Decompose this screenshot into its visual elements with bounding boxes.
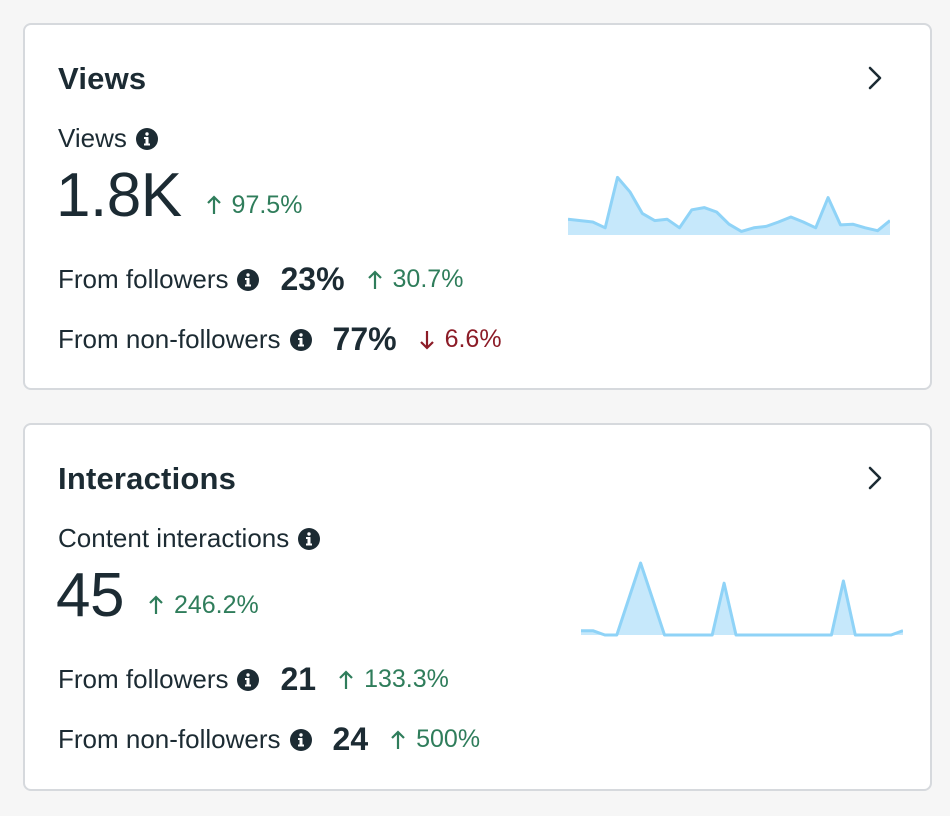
- arrow-up-icon: [149, 595, 163, 614]
- views-non-followers-row: From non-followers 77% 6.6%: [58, 321, 502, 358]
- interactions-total-change-value: 246.2%: [173, 590, 259, 619]
- interactions-metric-label: Content interactions: [58, 523, 290, 553]
- views-non-followers-change: 6.6%: [419, 325, 502, 354]
- interactions-followers-change-value: 133.3%: [364, 665, 449, 693]
- interactions-non-followers-label: From non-followers: [58, 724, 281, 754]
- info-icon[interactable]: [289, 328, 313, 352]
- interactions-metric-label-row: Content interactions: [58, 523, 321, 554]
- interactions-followers-change: 133.3%: [338, 665, 449, 694]
- interactions-sparkline-area: [581, 563, 903, 635]
- views-followers-change: 30.7%: [367, 265, 464, 294]
- interactions-card: Interactions Content interactions 45 246…: [23, 423, 932, 791]
- views-total-change-value: 97.5%: [231, 190, 303, 219]
- interactions-total-row: 45 246.2%: [56, 565, 259, 627]
- arrow-down-icon: [419, 330, 434, 350]
- views-metric-label-row: Views: [58, 123, 159, 154]
- views-followers-change-value: 30.7%: [392, 265, 464, 293]
- chevron-right-icon[interactable]: [864, 65, 886, 91]
- views-followers-label: From followers: [58, 264, 229, 294]
- interactions-card-title: Interactions: [58, 461, 237, 496]
- interactions-non-followers-row: From non-followers 24 500%: [58, 721, 480, 758]
- interactions-sparkline: [581, 561, 903, 637]
- views-total-change: 97.5%: [206, 190, 303, 220]
- interactions-followers-value: 21: [280, 661, 317, 697]
- views-sparkline: [568, 175, 890, 235]
- arrow-up-icon: [367, 269, 382, 289]
- views-sparkline-line: [568, 175, 890, 233]
- interactions-followers-row: From followers 21 133.3%: [58, 661, 449, 698]
- chevron-right-icon[interactable]: [864, 465, 886, 491]
- arrow-up-icon: [339, 669, 353, 689]
- views-non-followers-label: From non-followers: [58, 324, 281, 354]
- views-total-value: 1.8K: [56, 161, 182, 230]
- interactions-total-value: 45: [56, 561, 124, 630]
- views-sparkline-area: [568, 177, 890, 235]
- interactions-non-followers-value: 24: [332, 721, 369, 757]
- views-metric-label: Views: [58, 123, 127, 153]
- views-card: Views Views 1.8K 97.5% From followers: [23, 23, 932, 390]
- interactions-non-followers-change-value: 500%: [416, 725, 481, 753]
- views-followers-value: 23%: [280, 261, 345, 297]
- interactions-sparkline-line: [581, 561, 903, 637]
- info-icon[interactable]: [236, 268, 260, 292]
- info-icon[interactable]: [135, 127, 159, 151]
- arrow-up-icon: [206, 195, 221, 214]
- views-non-followers-value: 77%: [332, 321, 397, 357]
- arrow-up-icon: [391, 729, 405, 749]
- views-non-followers-change-value: 6.6%: [444, 325, 502, 353]
- interactions-total-change: 246.2%: [148, 591, 259, 620]
- info-icon[interactable]: [297, 527, 321, 551]
- interactions-followers-label: From followers: [58, 664, 229, 694]
- info-icon[interactable]: [236, 668, 260, 692]
- views-total-row: 1.8K 97.5%: [56, 165, 302, 227]
- interactions-non-followers-change: 500%: [390, 725, 480, 754]
- views-followers-row: From followers 23% 30.7%: [58, 261, 463, 298]
- info-icon[interactable]: [289, 728, 313, 752]
- views-card-title: Views: [58, 61, 147, 96]
